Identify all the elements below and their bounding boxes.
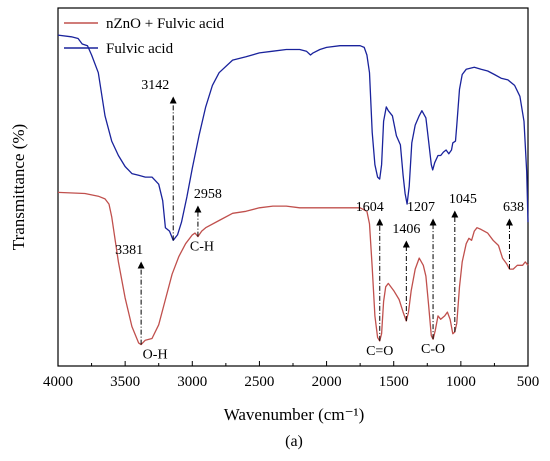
legend: nZnO + Fulvic acid Fulvic acid — [64, 16, 225, 57]
x-tick-label: 2500 — [244, 374, 274, 390]
legend-entry: Fulvic acid — [106, 41, 174, 57]
panel-label: (a) — [285, 433, 303, 450]
series-lines — [57, 34, 529, 346]
bond-label: C-H — [190, 240, 214, 255]
x-axis-title: Wavenumber (cm⁻¹) — [224, 405, 365, 424]
x-tick-label: 1500 — [379, 374, 409, 390]
x-tick-label: 1000 — [446, 374, 476, 390]
bond-label: C-O — [421, 342, 445, 357]
peak-label-1406: 1406 — [392, 222, 420, 237]
peak-label-638: 638 — [503, 200, 524, 215]
peak-annotations: 3142 3381 O-H 2958 C-H 1604 C=O 1406 1207 C-O 1045… — [115, 78, 524, 363]
series-line-fulvic — [57, 34, 529, 241]
y-axis-title: Transmittance (%) — [9, 124, 28, 250]
x-axis-ticks: 4000 3500 3000 2500 2000 1500 1000 500 — [43, 361, 539, 390]
peak-label-1604: 1604 — [356, 200, 384, 215]
x-tick-label: 2000 — [312, 374, 342, 390]
legend-entry: nZnO + Fulvic acid — [106, 16, 225, 32]
peak-label-2958: 2958 — [194, 187, 222, 202]
series-line-nzno-fulvic — [57, 191, 529, 346]
x-tick-label: 3500 — [110, 374, 140, 390]
peak-label-1207: 1207 — [407, 200, 435, 215]
x-tick-label: 4000 — [43, 374, 73, 390]
x-tick-label: 3000 — [177, 374, 207, 390]
peak-label-3142: 3142 — [141, 78, 169, 93]
peak-label-3381: 3381 — [115, 243, 143, 258]
x-tick-label: 500 — [517, 374, 540, 390]
peak-label-1045: 1045 — [449, 192, 477, 207]
bond-label: O-H — [143, 348, 168, 363]
bond-label: C=O — [366, 344, 393, 359]
